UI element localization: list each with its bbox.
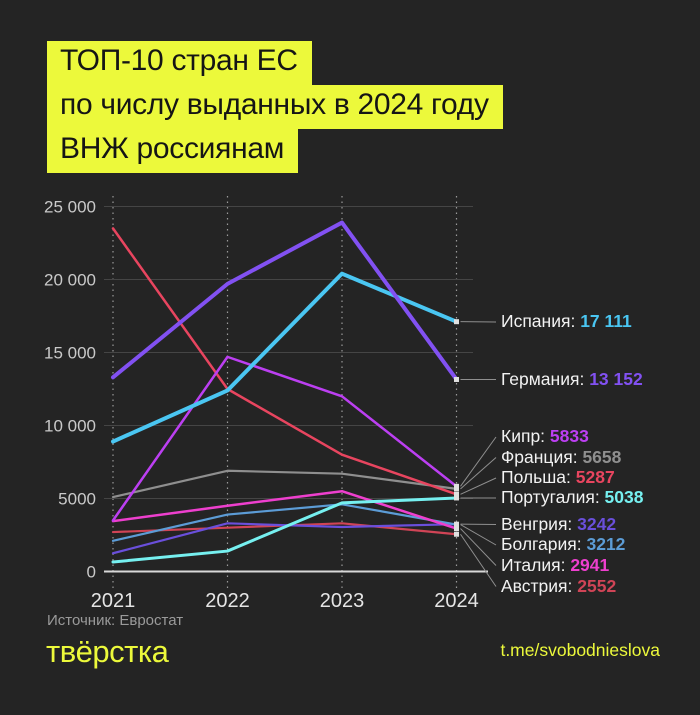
legend-label-germany: Германия: [501,368,590,389]
verstka-logo: твёрстка [46,634,169,669]
x-axis-label-2024: 2024 [434,590,479,612]
y-axis-label-25000: 25 000 [44,198,96,217]
series-line-poland [111,227,458,496]
legend-connector-italy [460,528,497,566]
legend-label-france: Франция: [501,446,583,467]
legend-item-cyprus: Кипр: 5833 [501,425,589,447]
x-axis-label-2021: 2021 [91,590,136,612]
legend-label-italy: Италия: [501,554,571,575]
legend-value-cyprus: 5833 [549,426,589,446]
endpoint-marker-france [454,486,459,492]
series-line-france [111,469,458,499]
legend-connector-poland [460,477,497,495]
source-note: Источник: Евростат [47,612,184,629]
legend-item-austria: Австрия: 2552 [501,575,616,597]
legend-item-italy: Италия: 2941 [501,554,609,576]
legend-value-portugal: 5038 [604,487,644,507]
endpoint-marker-poland [454,491,459,497]
series-line-italy [111,489,458,530]
series-line-cyprus [111,355,458,522]
endpoint-marker-italy [454,526,459,532]
y-axis-label-0: 0 [87,563,96,582]
legend-connector-austria [460,533,497,587]
endpoint-marker-austria [454,531,459,537]
legend-item-germany: Германия: 13 152 [501,368,643,390]
x-axis-label-2022: 2022 [205,590,250,612]
y-axis-label-5000: 5000 [58,490,96,509]
endpoint-marker-germany [454,376,459,382]
endpoint-marker-bulgaria [454,522,459,528]
series-line-portugal [111,496,458,564]
legend-value-spain: 17 111 [580,311,632,331]
x-axis-label-2023: 2023 [320,590,365,612]
chart-title: ТОП-10 стран ЕС по числу выданных в 2024… [47,41,503,173]
legend-value-italy: 2941 [570,554,610,575]
legend-value-poland: 5287 [575,467,615,487]
y-axis-label-20000: 20 000 [44,271,96,290]
legend-item-bulgaria: Болгария: 3212 [501,533,625,555]
title-line-2: по числу выданных в 2024 году [47,85,503,129]
y-axis-label-15000: 15 000 [44,344,96,363]
title-line-3: ВНЖ россиянам [47,129,299,173]
telegram-link[interactable]: t.me/svobodnieslova [500,640,660,660]
legend-item-poland: Польша: 5287 [501,466,615,488]
legend-connector-bulgaria [460,524,497,546]
legend-item-france: Франция: 5658 [501,446,621,468]
series-line-germany [111,220,459,382]
legend-label-portugal: Португалия: [501,487,605,507]
legend-label-austria: Австрия: [501,575,578,596]
legend-label-spain: Испания: [501,311,581,331]
legend-item-hungary: Венгрия: 3242 [501,513,616,535]
endpoint-marker-portugal [454,495,459,501]
legend-item-spain: Испания: 17 111 [501,310,632,332]
legend-value-germany: 13 152 [589,368,643,389]
series-line-hungary [111,522,458,555]
legend-value-france: 5658 [582,446,622,467]
legend-value-austria: 2552 [577,575,617,596]
y-axis-label-10000: 10 000 [44,417,96,436]
legend-label-bulgaria: Болгария: [501,534,587,554]
legend-connector-france [460,457,497,490]
series-line-bulgaria [111,503,458,542]
legend-item-portugal: Португалия: 5038 [501,486,643,508]
title-line-1: ТОП-10 стран ЕС [47,41,312,85]
legend-value-hungary: 3242 [577,513,617,534]
endpoint-marker-spain [454,319,459,325]
endpoint-marker-cyprus [454,483,459,489]
legend-label-cyprus: Кипр: [501,426,550,446]
legend-label-poland: Польша: [501,467,576,487]
legend-value-bulgaria: 3212 [586,534,626,554]
legend-label-hungary: Венгрия: [501,513,578,534]
legend-connector-cyprus [460,436,497,487]
